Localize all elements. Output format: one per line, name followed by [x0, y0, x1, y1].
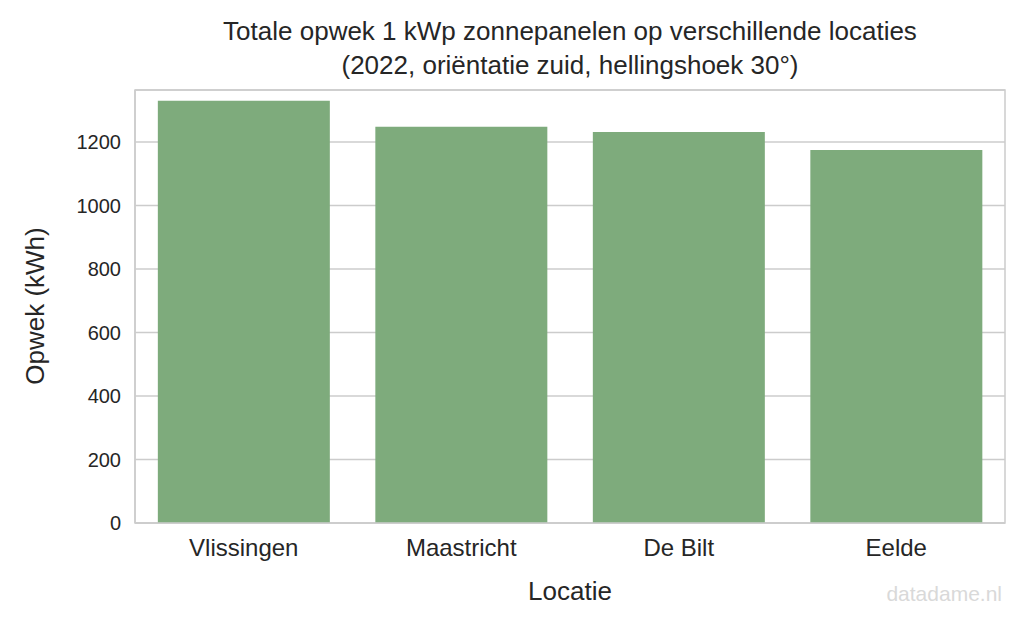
svg-text:1200: 1200 [77, 131, 122, 153]
svg-text:800: 800 [88, 258, 121, 280]
html-text:Totale opwek 1 kWp zonnepanele: Totale opwek 1 kWp zonnepanelen op versc… [223, 16, 917, 46]
html-text:(2022, oriëntatie zuid, hellin: (2022, oriëntatie zuid, hellingshoek 30°… [341, 50, 799, 80]
svg-text:0: 0 [110, 512, 121, 534]
svg-text:1000: 1000 [77, 195, 122, 217]
svg-text:De Bilt: De Bilt [643, 534, 714, 561]
html-text:Opwek (kWh): Opwek (kWh) [19, 227, 50, 385]
svg-text:400: 400 [88, 385, 121, 407]
svg-text:200: 200 [88, 449, 121, 471]
svg-text:Eelde: Eelde [866, 534, 927, 561]
html-text:datadame.nl: datadame.nl [886, 582, 1002, 605]
svg-text:600: 600 [88, 322, 121, 344]
svg-text:Maastricht: Maastricht [406, 534, 517, 561]
svg-text:Vlissingen: Vlissingen [189, 534, 298, 561]
html-text:Locatie: Locatie [528, 576, 612, 606]
